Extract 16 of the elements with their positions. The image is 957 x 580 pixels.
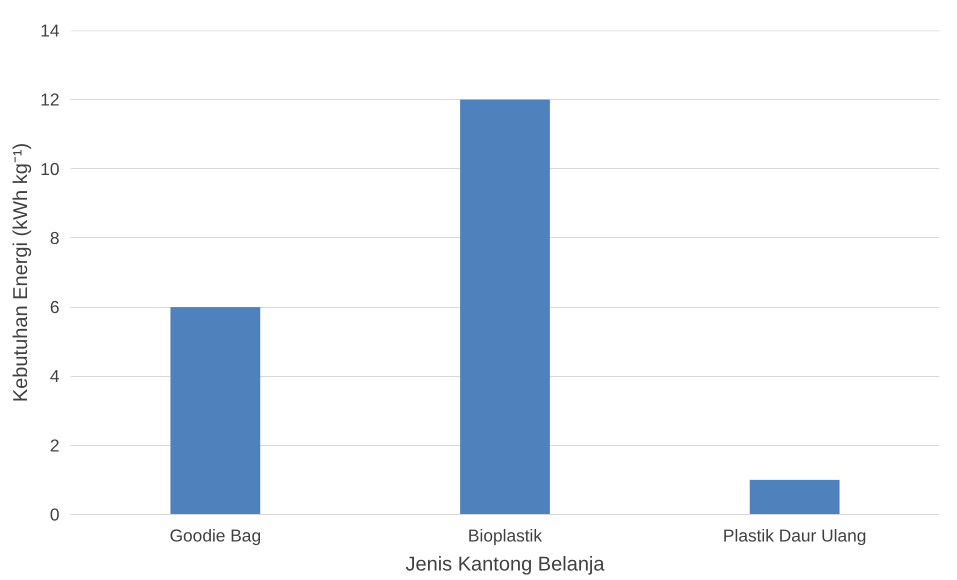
y-axis-title: Kebutuhan Energi (kWh kg⁻¹) — [10, 142, 32, 402]
bar — [750, 480, 840, 514]
y-tick-label: 6 — [50, 297, 60, 318]
x-tick-label: Plastik Daur Ulang — [722, 526, 866, 546]
bar — [460, 100, 550, 514]
x-axis-title: Jenis Kantong Belanja — [405, 554, 606, 576]
x-tick-label: Bioplastik — [468, 526, 542, 546]
y-tick-label: 10 — [40, 158, 60, 179]
y-tick-label: 0 — [50, 504, 60, 524]
y-tick-label: 14 — [40, 20, 60, 40]
bar — [170, 307, 260, 514]
x-tick-label: Goodie Bag — [170, 526, 262, 546]
y-tick-label: 12 — [40, 90, 60, 110]
y-tick-label: 4 — [50, 366, 60, 386]
y-tick-label: 2 — [50, 435, 60, 456]
y-tick-label: 8 — [50, 228, 60, 248]
